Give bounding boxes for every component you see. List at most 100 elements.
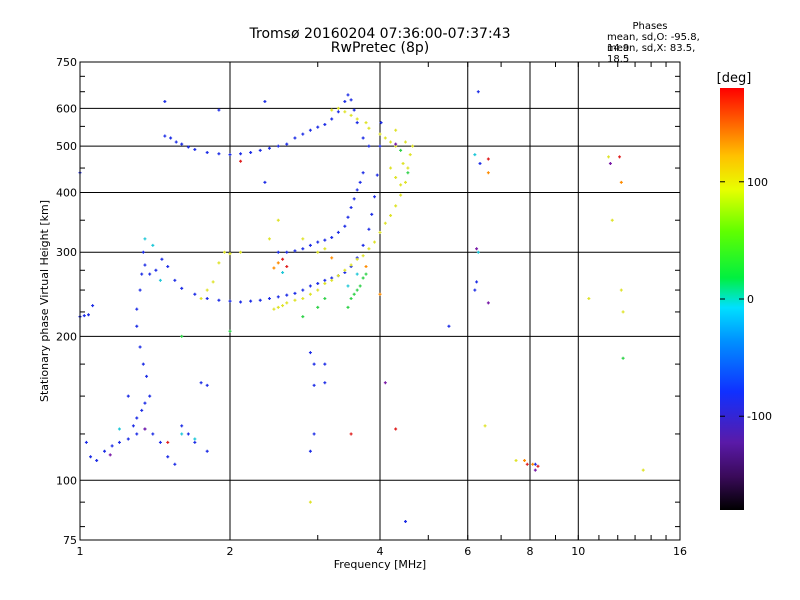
data-point	[406, 171, 410, 175]
data-point	[281, 271, 285, 275]
data-point	[166, 440, 170, 444]
data-point	[82, 314, 86, 318]
data-point	[346, 93, 350, 97]
data-point	[486, 171, 490, 175]
y-tick-label: 500	[56, 140, 77, 153]
x-tick-label: 6	[464, 545, 471, 558]
data-point	[143, 237, 147, 241]
y-tick-label: 400	[56, 186, 77, 199]
data-point	[394, 427, 398, 431]
data-point	[330, 108, 334, 112]
data-point	[394, 204, 398, 208]
colorbar-tick-label: -100	[747, 410, 772, 423]
data-point	[349, 432, 353, 436]
data-point	[336, 110, 340, 114]
data-point	[536, 464, 540, 468]
data-point	[163, 100, 167, 104]
data-point	[323, 123, 327, 127]
data-point	[378, 230, 382, 234]
data-point	[364, 265, 368, 269]
data-point	[281, 304, 285, 308]
data-point	[355, 121, 359, 125]
data-point	[160, 257, 164, 261]
data-point	[330, 278, 334, 282]
data-point	[475, 280, 479, 284]
data-point	[525, 462, 529, 466]
data-point	[361, 171, 365, 175]
data-point	[406, 166, 410, 170]
x-tick-label: 16	[673, 545, 687, 558]
data-point	[199, 381, 203, 385]
data-point	[608, 161, 612, 165]
data-point	[323, 362, 327, 366]
data-point	[180, 424, 184, 428]
data-point	[330, 236, 334, 240]
data-point	[205, 297, 209, 301]
data-point	[135, 432, 139, 436]
data-point	[323, 381, 327, 385]
data-point	[312, 432, 316, 436]
data-point	[276, 305, 280, 309]
data-point	[641, 468, 645, 472]
data-point	[352, 108, 356, 112]
data-point	[193, 148, 197, 152]
data-point	[158, 440, 162, 444]
data-point	[308, 128, 312, 132]
data-point	[533, 462, 537, 466]
data-point	[619, 180, 623, 184]
data-point	[587, 297, 591, 301]
data-point	[117, 427, 121, 431]
data-point	[403, 180, 407, 184]
data-point	[138, 288, 142, 292]
data-point	[394, 128, 398, 132]
data-point	[473, 288, 477, 292]
data-point	[475, 247, 479, 251]
data-point	[285, 301, 289, 305]
data-point	[389, 140, 393, 144]
data-point	[621, 356, 625, 360]
data-point	[373, 240, 377, 244]
data-point	[619, 288, 623, 292]
data-point	[267, 146, 271, 150]
data-point	[89, 455, 93, 459]
data-point	[378, 292, 382, 296]
data-point	[378, 144, 382, 148]
data-point	[408, 153, 412, 157]
data-point	[276, 250, 280, 254]
phase-o-stats: mean, sd,O: -95.8, 14.9	[607, 32, 700, 54]
data-point	[621, 310, 625, 314]
data-point	[610, 218, 614, 222]
data-point	[140, 272, 144, 276]
data-point	[272, 266, 276, 270]
data-point	[258, 148, 262, 152]
data-point	[349, 263, 353, 267]
data-point	[285, 250, 289, 254]
data-point	[293, 136, 297, 140]
data-point	[316, 240, 320, 244]
y-tick-label: 200	[56, 330, 77, 343]
data-point	[143, 401, 147, 405]
data-point	[355, 272, 359, 276]
data-point	[514, 458, 518, 462]
data-point	[103, 449, 107, 453]
data-point	[169, 136, 173, 140]
data-point	[223, 250, 227, 254]
data-point	[323, 278, 327, 282]
data-point	[361, 276, 365, 280]
data-point	[301, 288, 305, 292]
data-point	[166, 265, 170, 269]
data-point	[358, 284, 362, 288]
data-point	[154, 268, 158, 272]
data-point	[308, 243, 312, 247]
data-point	[343, 110, 347, 114]
data-point	[285, 265, 289, 269]
data-point	[263, 180, 267, 184]
data-point	[205, 288, 209, 292]
data-point	[473, 153, 477, 157]
data-point	[316, 288, 320, 292]
data-point	[293, 298, 297, 302]
data-point	[249, 299, 253, 303]
colorbar-ticks: 100 0 -100	[720, 176, 772, 423]
colorbar-tick-label: 0	[747, 293, 754, 306]
data-point	[476, 90, 480, 94]
